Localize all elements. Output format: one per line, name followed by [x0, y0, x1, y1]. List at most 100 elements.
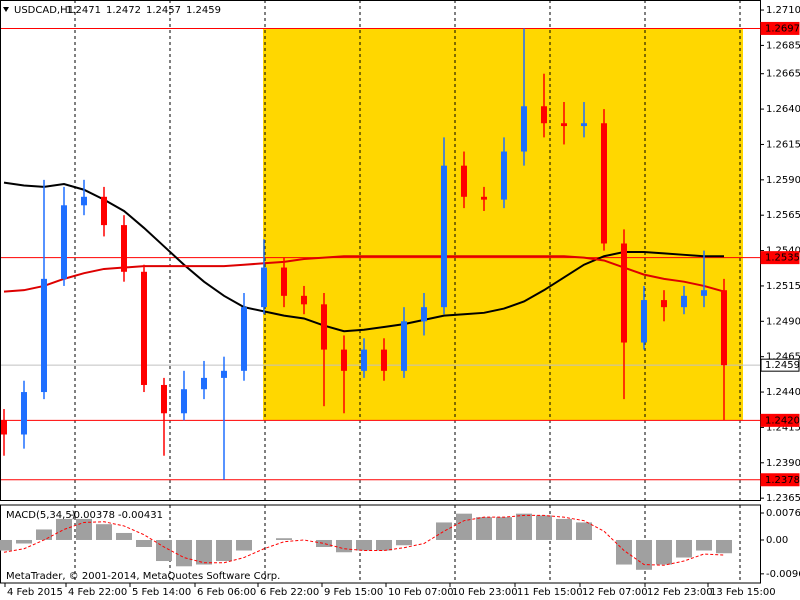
macd-bar	[616, 539, 632, 565]
candle-body	[261, 267, 267, 308]
macd-bar	[376, 539, 392, 551]
y-tick-label: 1.2540	[766, 246, 800, 257]
candle-body	[21, 392, 27, 435]
symbol: USDCAD,H1	[14, 5, 74, 16]
level-label: 1.2697	[765, 23, 800, 34]
level-tag	[760, 473, 800, 487]
candle-body	[641, 300, 647, 343]
candle-body	[121, 225, 127, 272]
y-tick-label: 1.2685	[766, 40, 800, 51]
y-tick-label: -0.00965	[766, 569, 800, 580]
candle-body	[241, 307, 247, 371]
candle-body	[61, 205, 67, 279]
y-tick-label: 1.2590	[766, 175, 800, 186]
quote-value: 1.2457	[146, 5, 181, 16]
y-tick-label: 1.2440	[766, 387, 800, 398]
candle-body	[101, 196, 107, 226]
x-tick-label: 6 Feb 06:00	[197, 587, 256, 598]
macd-bar	[16, 539, 32, 544]
y-tick-label: 1.2490	[766, 316, 800, 327]
candle-body	[221, 370, 227, 378]
level-label: 1.2459	[765, 360, 800, 371]
candle-body	[581, 123, 587, 127]
candle-body	[461, 165, 467, 197]
candle-body	[561, 123, 567, 127]
candle-body	[421, 307, 427, 322]
candle-body	[141, 271, 147, 385]
y-tick-label: 1.2465	[766, 352, 800, 363]
candle-body	[301, 295, 307, 305]
candle-body	[721, 290, 727, 366]
macd-bar	[116, 532, 132, 540]
y-tick-label: 1.2515	[766, 281, 800, 292]
candle-body	[341, 349, 347, 371]
macd-bar	[436, 522, 452, 540]
y-tick-label: 1.2665	[766, 69, 800, 80]
y-tick-label: 1.2390	[766, 458, 800, 469]
macd-bar	[516, 513, 532, 540]
x-tick-label: 5 Feb 14:00	[132, 587, 191, 598]
macd-bar	[216, 539, 232, 562]
level-tag	[760, 413, 800, 427]
macd-bar	[96, 524, 112, 540]
moving-average	[3, 181, 724, 333]
macd-bar	[456, 513, 472, 540]
macd-bar	[656, 539, 672, 565]
macd-bar	[396, 539, 412, 546]
x-tick-label: 4 Feb 22:00	[68, 587, 127, 598]
candle-body	[441, 165, 447, 308]
x-tick-label: 13 Feb 15:00	[710, 587, 776, 598]
macd-title: MACD(5,34,5)	[6, 510, 76, 521]
macd-bar	[176, 539, 192, 567]
quote-value: 1.2472	[106, 5, 141, 16]
level-tag	[760, 251, 800, 265]
y-tick-label: 1.2565	[766, 210, 800, 221]
macd-bar	[356, 539, 372, 551]
macd-bar	[56, 518, 72, 540]
level-tag	[760, 358, 800, 372]
candle-body	[501, 151, 507, 200]
x-tick-label: 4 Feb 2015	[7, 587, 63, 598]
macd-bar	[676, 539, 692, 558]
candle-body	[321, 304, 327, 350]
macd-bar	[636, 539, 652, 570]
candle-body	[621, 243, 627, 343]
macd-bar	[276, 538, 292, 540]
macd-bar	[196, 539, 212, 565]
macd-bar	[696, 539, 712, 551]
x-tick-label: 12 Feb 23:00	[647, 587, 713, 598]
candle-body	[401, 321, 407, 371]
macd-bar	[576, 522, 592, 540]
level-tag	[760, 21, 800, 35]
macd-bar	[236, 539, 252, 551]
candle-body	[701, 290, 707, 296]
macd-bar	[496, 517, 512, 540]
candle-body	[41, 278, 47, 393]
candle-body	[521, 106, 527, 152]
macd-bar	[156, 539, 172, 562]
x-tick-label: 6 Feb 22:00	[260, 587, 319, 598]
menu-arrow	[3, 7, 9, 12]
candle-body	[681, 295, 687, 308]
y-tick-label: 1.2615	[766, 139, 800, 150]
macd-bar	[336, 539, 352, 553]
y-tick-label: 0.00	[766, 535, 788, 546]
y-tick-label: 1.2640	[766, 104, 800, 115]
x-tick-label: 10 Feb 07:00	[388, 587, 454, 598]
candle-body	[381, 349, 387, 371]
candle-body	[281, 267, 287, 296]
macd-value: -0.00431	[118, 510, 163, 521]
macd-bar	[36, 529, 52, 540]
level-label: 1.2535	[765, 253, 800, 264]
candle-body	[601, 123, 607, 244]
macd-signal	[3, 514, 725, 566]
macd-bar	[716, 539, 732, 554]
y-tick-label: 1.2710	[766, 5, 800, 16]
x-tick-label: 11 Feb 15:00	[517, 587, 583, 598]
candle-body	[361, 349, 367, 371]
macd-value: -0.00378	[70, 510, 115, 521]
copyright: MetaTrader, © 2001-2014, MetaQuotes Soft…	[6, 571, 280, 582]
candle-body	[661, 300, 667, 308]
macd-bar	[556, 518, 572, 540]
